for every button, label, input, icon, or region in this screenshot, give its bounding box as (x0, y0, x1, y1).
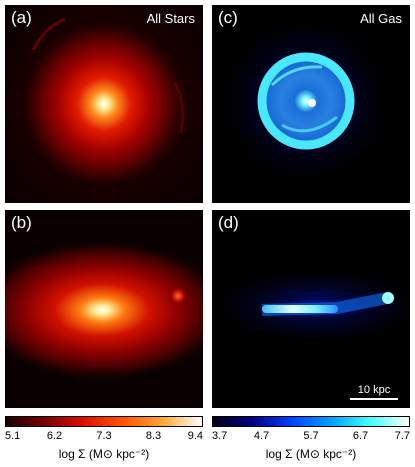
gas-colorbar-tick: 5.7 (303, 430, 319, 442)
gas-colorbar-label: log Σ (M⊙ kpc⁻²) (265, 447, 357, 461)
panel-b-label: (b) (11, 213, 32, 232)
stars-face-on-map (5, 5, 203, 203)
stars-colorbar-tick: 7.3 (96, 430, 112, 442)
gas-colorbar-ticks: 3.7 4.7 5.7 6.7 7.7 (212, 430, 410, 444)
panel-a-title: All Stars (146, 11, 195, 26)
gas-face-on-map (212, 5, 410, 203)
panel-a-stars-face-on: (a) All Stars (5, 5, 203, 203)
gas-colorbar-tick: 4.7 (253, 430, 270, 442)
panel-c-label: (c) (218, 8, 238, 27)
stars-colorbar-label: log Σ (M⊙ kpc⁻²) (58, 447, 150, 461)
scale-bar-label: 10 kpc (357, 384, 391, 396)
gas-colorbar-tick: 3.7 (212, 430, 228, 442)
panel-b-stars-edge-on: (b) (5, 210, 203, 408)
stars-edge-on-map (5, 210, 203, 408)
scale-bar-line (350, 398, 398, 400)
gas-colorbar (212, 416, 410, 427)
stars-colorbar (5, 416, 203, 427)
gas-edge-on-map (212, 210, 410, 408)
panel-c-title: All Gas (360, 11, 402, 26)
panel-d-label: (d) (218, 213, 239, 232)
stars-colorbar-tick: 8.3 (145, 430, 162, 442)
scale-bar: 10 kpc (350, 384, 398, 400)
panel-d-gas-edge-on: (d) 10 kpc (212, 210, 410, 408)
panel-a-label: (a) (11, 8, 32, 27)
stars-colorbar-tick: 6.2 (46, 430, 63, 442)
gas-colorbar-tick: 6.7 (352, 430, 369, 442)
panel-c-gas-face-on: (c) All Gas (212, 5, 410, 203)
gas-colorbar-tick: 7.7 (394, 430, 410, 442)
stars-colorbar-tick: 9.4 (187, 430, 203, 442)
stars-colorbar-ticks: 5.1 6.2 7.3 8.3 9.4 (5, 430, 203, 444)
stars-colorbar-tick: 5.1 (5, 430, 21, 442)
